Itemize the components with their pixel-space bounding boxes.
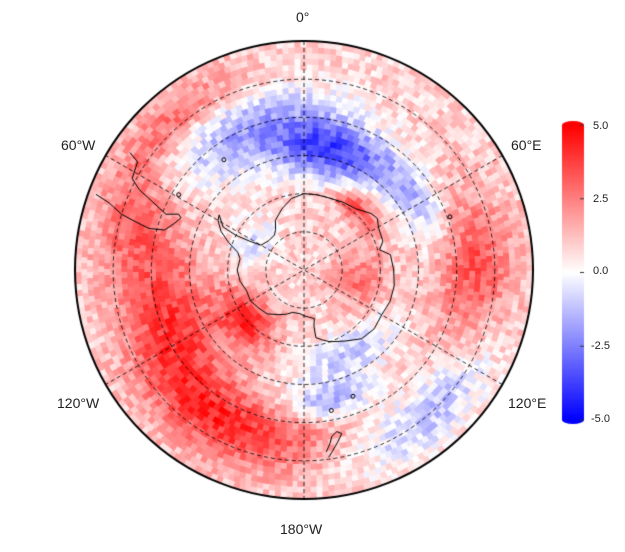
lon-label-120e: 120°E bbox=[508, 395, 547, 411]
colorbar-tick-0: 0.0 bbox=[593, 265, 609, 277]
lon-label-180w: 180°W bbox=[280, 521, 323, 537]
colorbar-tick-neg-2-5: -2.5 bbox=[591, 340, 610, 352]
colorbar-tick-2-5: 2.5 bbox=[593, 193, 609, 205]
colorbar-tick-5: 5.0 bbox=[593, 120, 609, 132]
lon-label-60w: 60°W bbox=[61, 137, 96, 153]
colorbar-tick-neg-5: -5.0 bbox=[591, 413, 610, 425]
lon-label-60e: 60°E bbox=[511, 137, 542, 153]
lon-label-0: 0° bbox=[296, 9, 310, 25]
lon-label-120w: 120°W bbox=[57, 395, 100, 411]
